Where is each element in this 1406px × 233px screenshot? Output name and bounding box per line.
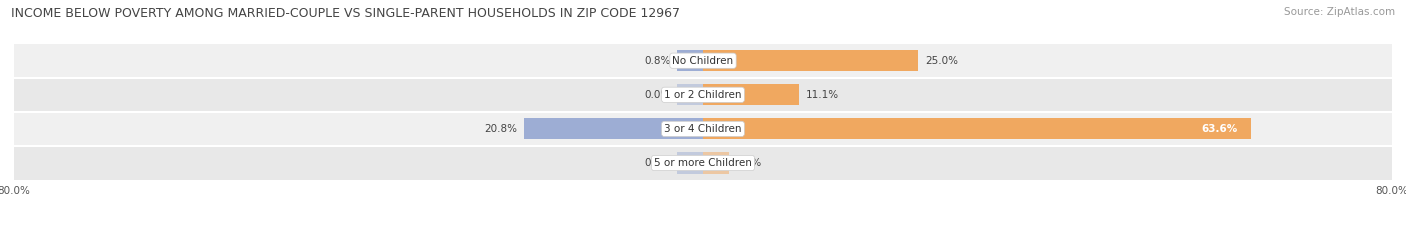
Legend: Married Couples, Single Parents: Married Couples, Single Parents (586, 230, 820, 233)
Bar (703, 118, 1251, 140)
Bar (703, 84, 799, 105)
FancyBboxPatch shape (14, 78, 1392, 112)
Text: 20.8%: 20.8% (484, 124, 517, 134)
Text: 0.0%: 0.0% (644, 158, 671, 168)
FancyBboxPatch shape (14, 112, 1392, 146)
Text: 0.8%: 0.8% (644, 56, 671, 66)
Text: 0.0%: 0.0% (735, 158, 762, 168)
Text: 1 or 2 Children: 1 or 2 Children (664, 90, 742, 100)
FancyBboxPatch shape (14, 44, 1392, 78)
Text: No Children: No Children (672, 56, 734, 66)
Text: Source: ZipAtlas.com: Source: ZipAtlas.com (1284, 7, 1395, 17)
FancyBboxPatch shape (14, 146, 1392, 180)
Text: 3 or 4 Children: 3 or 4 Children (664, 124, 742, 134)
Bar (524, 118, 703, 140)
Text: 63.6%: 63.6% (1202, 124, 1237, 134)
Text: 25.0%: 25.0% (925, 56, 957, 66)
Bar (703, 50, 918, 71)
Bar (678, 84, 703, 105)
Bar (678, 152, 703, 174)
Bar (678, 50, 703, 71)
Bar (703, 152, 728, 174)
Text: 11.1%: 11.1% (806, 90, 838, 100)
Text: 0.0%: 0.0% (644, 90, 671, 100)
Text: INCOME BELOW POVERTY AMONG MARRIED-COUPLE VS SINGLE-PARENT HOUSEHOLDS IN ZIP COD: INCOME BELOW POVERTY AMONG MARRIED-COUPL… (11, 7, 681, 20)
Text: 5 or more Children: 5 or more Children (654, 158, 752, 168)
